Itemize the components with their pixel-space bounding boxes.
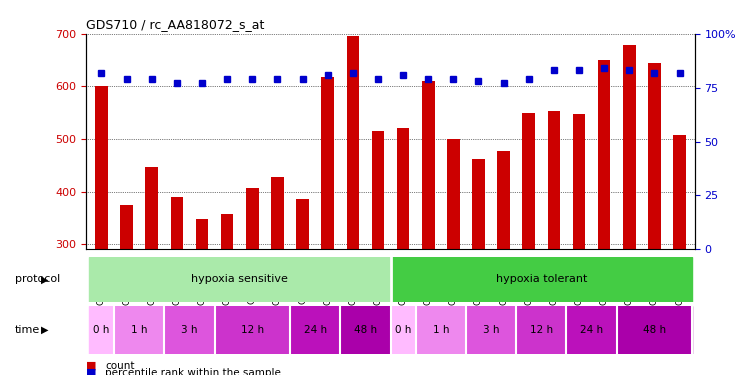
Bar bbox=[89, 257, 391, 302]
Text: 1 h: 1 h bbox=[433, 325, 449, 335]
Text: 24 h: 24 h bbox=[580, 325, 603, 335]
Bar bbox=[290, 306, 340, 354]
Bar bbox=[321, 77, 334, 249]
Bar bbox=[497, 150, 510, 249]
Text: count: count bbox=[105, 361, 134, 370]
Bar bbox=[472, 159, 485, 249]
Text: 12 h: 12 h bbox=[529, 325, 553, 335]
Bar bbox=[648, 63, 661, 249]
Bar bbox=[415, 306, 466, 354]
Text: ■: ■ bbox=[86, 368, 97, 375]
Text: 0 h: 0 h bbox=[395, 325, 412, 335]
Bar bbox=[391, 257, 692, 302]
Text: 24 h: 24 h bbox=[303, 325, 327, 335]
Bar bbox=[170, 197, 183, 249]
Bar bbox=[674, 135, 686, 249]
Bar bbox=[196, 219, 208, 249]
Text: 0 h: 0 h bbox=[93, 325, 110, 335]
Text: 48 h: 48 h bbox=[643, 325, 666, 335]
Bar bbox=[422, 81, 435, 249]
Bar bbox=[164, 306, 215, 354]
Bar bbox=[391, 306, 415, 354]
Bar bbox=[447, 139, 460, 249]
Text: hypoxia tolerant: hypoxia tolerant bbox=[496, 274, 587, 284]
Bar bbox=[215, 306, 290, 354]
Text: ▶: ▶ bbox=[41, 325, 49, 335]
Text: percentile rank within the sample: percentile rank within the sample bbox=[105, 368, 281, 375]
Text: ■: ■ bbox=[86, 361, 97, 370]
Bar bbox=[617, 306, 692, 354]
Bar bbox=[114, 306, 164, 354]
Bar bbox=[271, 177, 284, 249]
Bar bbox=[516, 306, 566, 354]
Bar bbox=[547, 111, 560, 249]
Bar bbox=[623, 45, 635, 249]
Text: 48 h: 48 h bbox=[354, 325, 377, 335]
Bar bbox=[95, 86, 107, 249]
Bar bbox=[573, 114, 585, 249]
Bar bbox=[146, 167, 158, 249]
Text: ▶: ▶ bbox=[41, 274, 49, 284]
Text: 3 h: 3 h bbox=[483, 325, 499, 335]
Bar bbox=[340, 306, 391, 354]
Bar bbox=[89, 306, 114, 354]
Text: 1 h: 1 h bbox=[131, 325, 147, 335]
Bar bbox=[598, 60, 611, 249]
Bar bbox=[296, 200, 309, 249]
Bar bbox=[466, 306, 516, 354]
Bar bbox=[120, 205, 133, 249]
Text: protocol: protocol bbox=[15, 274, 60, 284]
Bar bbox=[523, 112, 535, 249]
Bar bbox=[346, 36, 359, 249]
Text: GDS710 / rc_AA818072_s_at: GDS710 / rc_AA818072_s_at bbox=[86, 18, 265, 31]
Bar bbox=[566, 306, 617, 354]
Bar bbox=[221, 214, 234, 249]
Text: 3 h: 3 h bbox=[181, 325, 198, 335]
Text: 12 h: 12 h bbox=[241, 325, 264, 335]
Bar bbox=[372, 131, 385, 249]
Bar bbox=[397, 128, 409, 249]
Bar bbox=[246, 188, 258, 249]
Text: time: time bbox=[15, 325, 41, 335]
Text: hypoxia sensitive: hypoxia sensitive bbox=[192, 274, 288, 284]
